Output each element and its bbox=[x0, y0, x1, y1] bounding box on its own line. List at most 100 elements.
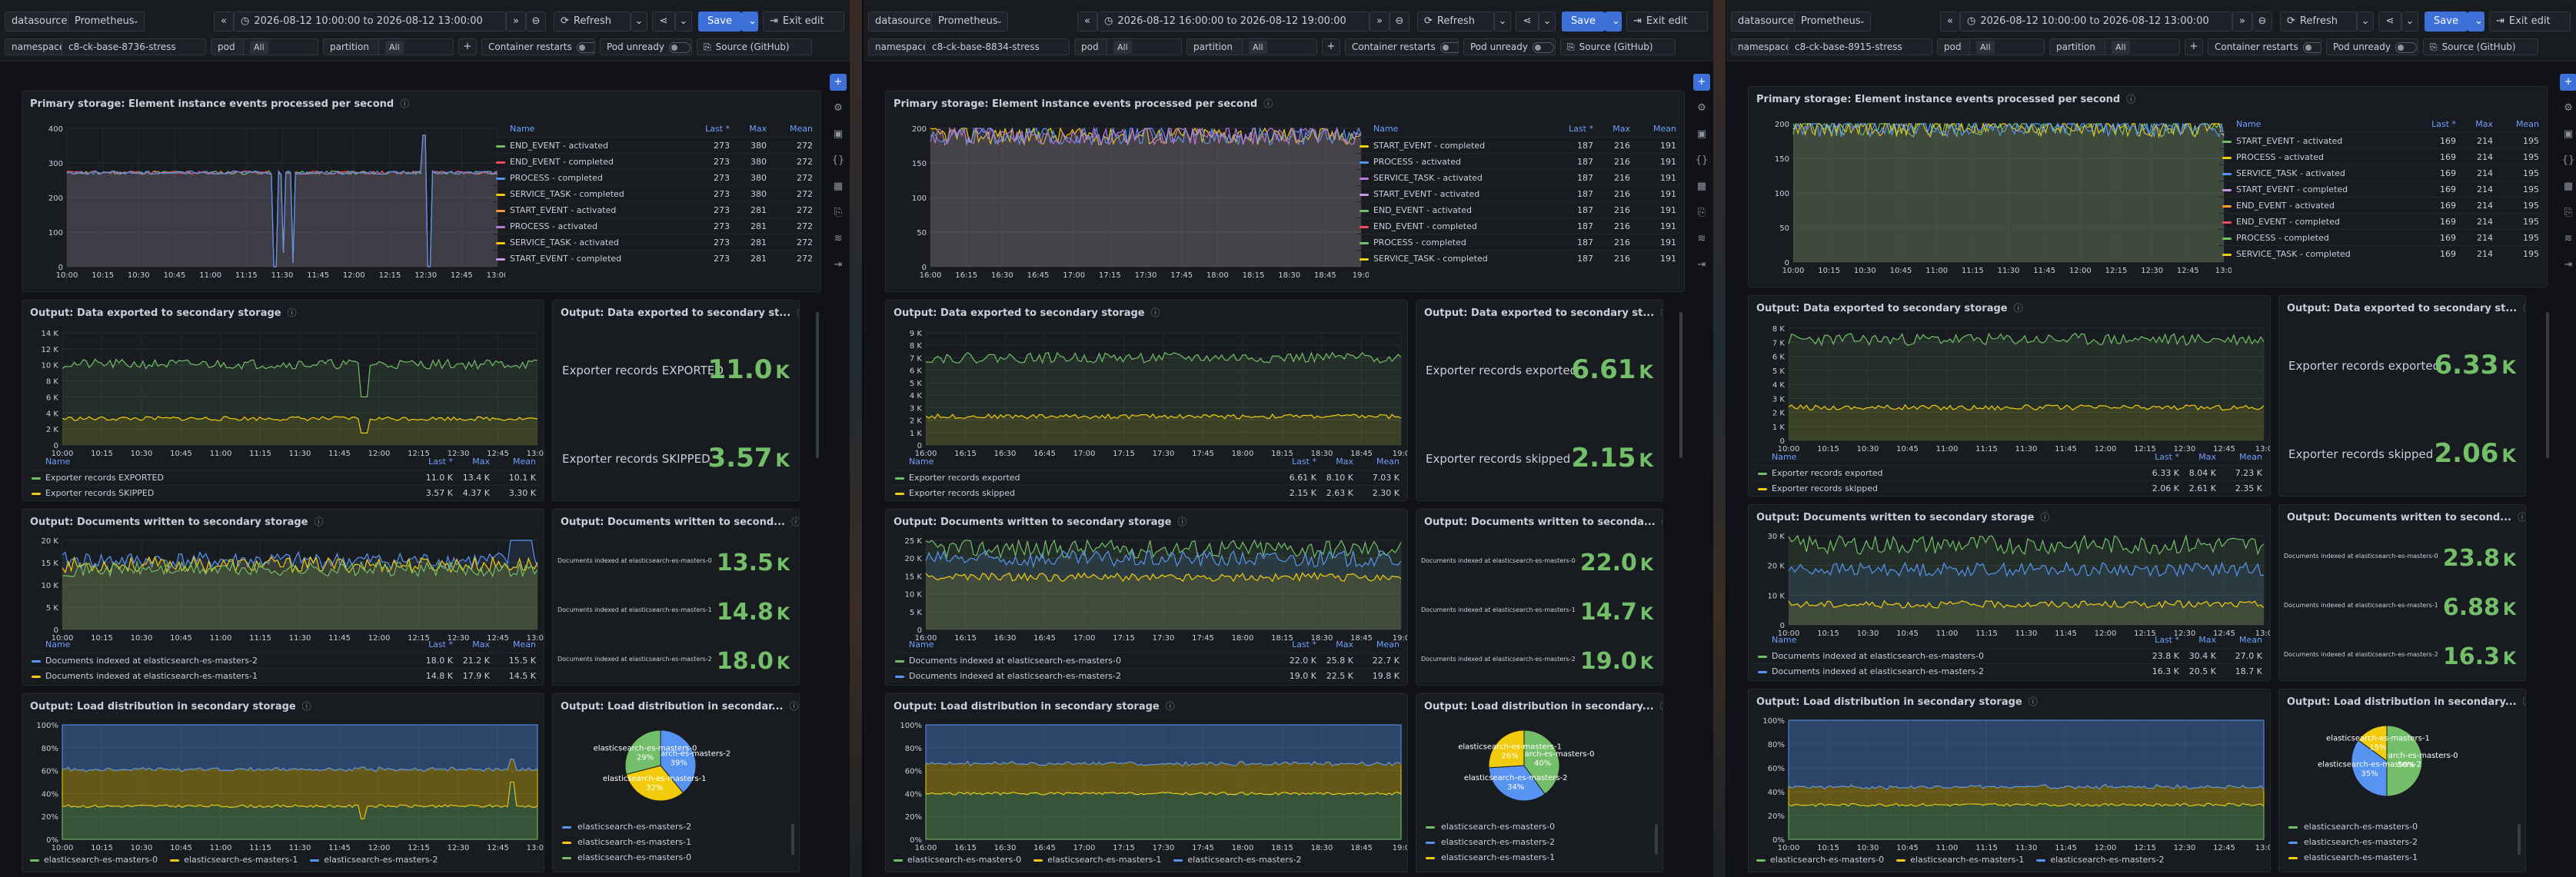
legend-col-mean[interactable]: Mean bbox=[2516, 119, 2539, 129]
timeseries-plot[interactable]: 25 K 20 K 15 K 10 K 5 K 016:00 16:15 16:30 16:45… bbox=[895, 537, 1408, 646]
timeseries-plot[interactable]: 8 K 7 K 6 K 5 K 4 K 3 K 2 K 1 K 010:00 10:15 10:30… bbox=[1758, 325, 2271, 457]
legend-col-max[interactable]: Max bbox=[1336, 639, 1353, 649]
panel-title[interactable]: Output: Load distribution in secondary s… bbox=[1756, 695, 2038, 708]
timeseries-plot[interactable]: 9 K 8 K 7 K 6 K 5 K 4 K 3 K 2 K 1 K 016:00 16:15 16… bbox=[895, 330, 1408, 462]
library-icon[interactable]: ▦ bbox=[833, 181, 844, 192]
legend-row[interactable]: END_EVENT - activated 187 216 191 bbox=[1356, 201, 1679, 218]
legend-row[interactable]: END_EVENT - completed 187 216 191 bbox=[1356, 218, 1679, 234]
pod-all-chip[interactable]: All bbox=[1976, 41, 1995, 54]
legend-item[interactable]: elasticsearch-es-masters-2 bbox=[1426, 835, 1555, 850]
pie-panel-scrollbar[interactable] bbox=[791, 824, 794, 855]
panel-title[interactable]: Output: Load distribution in secondary s… bbox=[30, 699, 311, 713]
legend-row[interactable]: START_EVENT - activated 169 214 195 bbox=[2219, 132, 2542, 148]
pie-chart[interactable]: elasticsearch-es-masters-050%elasticsear… bbox=[2310, 719, 2464, 803]
share-dropdown[interactable]: ⌄ bbox=[675, 12, 692, 32]
legend-item[interactable]: elasticsearch-es-masters-2 bbox=[2036, 855, 2165, 865]
panel-title[interactable]: Output: Data exported to secondary st...… bbox=[561, 306, 799, 319]
add-panel-icon[interactable]: + bbox=[830, 74, 847, 91]
legend-col-last[interactable]: Last * bbox=[428, 457, 453, 467]
legend-row[interactable]: START_EVENT - completed 169 214 195 bbox=[2219, 181, 2542, 197]
panel-element-events[interactable]: Primary storage: Element instance events… bbox=[22, 91, 821, 292]
info-icon[interactable]: ⓘ bbox=[2126, 94, 2136, 105]
partition-all-chip[interactable]: All bbox=[2112, 41, 2130, 54]
info-icon[interactable]: ⓘ bbox=[2523, 303, 2525, 314]
panel-data-exported-stat[interactable]: Output: Data exported to secondary st...… bbox=[1416, 300, 1663, 501]
timeseries-plot[interactable]: 200 150 100 50 016:00 16:15 16:30 16:45 17:00 17:… bbox=[900, 125, 1369, 284]
exit-edit-button[interactable]: ⇥ Exit edit bbox=[763, 12, 844, 32]
zoom-out-button[interactable]: ⊖ bbox=[1390, 12, 1409, 32]
legend-col-last[interactable]: Last * bbox=[2155, 635, 2179, 645]
pie-chart[interactable]: elasticsearch-es-masters-040% elasticsear… bbox=[1447, 723, 1601, 808]
legend-row[interactable]: PROCESS - completed 187 216 191 bbox=[1356, 234, 1679, 250]
refresh-interval-dropdown[interactable]: ⌄ bbox=[2357, 12, 2374, 32]
pod-unready-toggle[interactable]: Pod unready bbox=[1463, 38, 1556, 55]
scrollbar[interactable] bbox=[2544, 74, 2551, 873]
legend-row[interactable]: Documents indexed at elasticsearch-es-ma… bbox=[892, 668, 1403, 683]
copy-icon[interactable]: ⎘ bbox=[1697, 207, 1706, 218]
save-dropdown[interactable]: ⌄ bbox=[2468, 12, 2484, 32]
legend-col-mean[interactable]: Mean bbox=[513, 639, 536, 649]
info-icon[interactable]: ⓘ bbox=[1150, 307, 1160, 318]
refresh-button[interactable]: ⟳ Refresh bbox=[2280, 12, 2357, 32]
scrollbar-thumb[interactable] bbox=[816, 312, 819, 458]
time-forward-button[interactable]: » bbox=[1370, 12, 1390, 32]
info-icon[interactable]: ⓘ bbox=[2523, 696, 2525, 707]
refresh-interval-dropdown[interactable]: ⌄ bbox=[1494, 12, 1511, 32]
namespace-select[interactable]: c8-ck-base-8915-stress bbox=[1788, 38, 1932, 55]
legend-item[interactable]: elasticsearch-es-masters-2 bbox=[2288, 835, 2418, 850]
legend-col-max[interactable]: Max bbox=[472, 457, 490, 467]
container-restarts-toggle[interactable]: Container restarts bbox=[1345, 38, 1459, 55]
legend-row[interactable]: SERVICE_TASK - completed 187 216 191 bbox=[1356, 250, 1679, 266]
panel-element-events[interactable]: Primary storage: Element instance events… bbox=[1748, 86, 2548, 287]
legend-item[interactable]: elasticsearch-es-masters-0 bbox=[30, 855, 158, 865]
namespace-select[interactable]: c8-ck-base-8736-stress bbox=[62, 38, 206, 55]
legend-row[interactable]: Documents indexed at elasticsearch-es-ma… bbox=[1755, 663, 2265, 679]
legend-item[interactable]: elasticsearch-es-masters-2 bbox=[310, 855, 438, 865]
legend-row[interactable]: Documents indexed at elasticsearch-es-ma… bbox=[28, 653, 539, 668]
legend-row[interactable]: SERVICE_TASK - completed 169 214 195 bbox=[2219, 245, 2542, 261]
legend-col-last[interactable]: Last * bbox=[1292, 457, 1316, 467]
partition-all-chip[interactable]: All bbox=[1249, 41, 1267, 54]
legend-row[interactable]: SERVICE_TASK - activated 273 281 272 bbox=[493, 234, 816, 250]
panel-element-events[interactable]: Primary storage: Element instance events… bbox=[885, 91, 1685, 292]
panel-title[interactable]: Output: Documents written to seconda... ⓘ bbox=[1424, 515, 1663, 528]
panel-title[interactable]: Output: Data exported to secondary stora… bbox=[894, 306, 1160, 319]
info-icon[interactable]: ⓘ bbox=[1263, 98, 1273, 109]
add-variable-button[interactable]: + bbox=[1322, 38, 1340, 55]
info-icon[interactable]: ⓘ bbox=[1177, 517, 1187, 527]
pie-slice[interactable] bbox=[1523, 729, 1560, 795]
partition-select[interactable]: All bbox=[378, 38, 454, 55]
zoom-out-button[interactable]: ⊖ bbox=[526, 12, 546, 32]
legend-col-name[interactable]: Name bbox=[45, 457, 71, 467]
container-restarts-toggle[interactable]: Container restarts bbox=[481, 38, 595, 55]
timeseries-plot[interactable]: 200 150 100 50 010:00 10:15 10:30 10:45 11:00 11:… bbox=[1762, 121, 2232, 279]
legend-item[interactable]: elasticsearch-es-masters-1 bbox=[170, 855, 298, 865]
legend-row[interactable]: END_EVENT - activated 169 214 195 bbox=[2219, 197, 2542, 213]
panel-load-distribution-pie[interactable]: Output: Load distribution in secondary..… bbox=[1416, 693, 1663, 872]
legend-row[interactable]: SERVICE_TASK - activated 187 216 191 bbox=[1356, 169, 1679, 185]
json-icon[interactable]: {} bbox=[831, 154, 845, 166]
partition-select[interactable]: All bbox=[2105, 38, 2180, 55]
info-icon[interactable]: ⓘ bbox=[1662, 517, 1663, 527]
panel-documents-written-stat[interactable]: Output: Documents written to second... ⓘ D… bbox=[552, 509, 800, 686]
partition-all-chip[interactable]: All bbox=[385, 41, 404, 54]
legend-col-last[interactable]: Last * bbox=[2155, 452, 2179, 462]
pod-select[interactable]: All bbox=[1969, 38, 2045, 55]
outline-icon[interactable]: ≋ bbox=[2564, 233, 2573, 244]
panel-documents-written-stat[interactable]: Output: Documents written to seconda... ⓘ… bbox=[1416, 509, 1663, 686]
info-icon[interactable]: ⓘ bbox=[301, 701, 311, 712]
legend-row[interactable]: END_EVENT - completed 273 380 272 bbox=[493, 153, 816, 169]
panel-data-exported-stat[interactable]: Output: Data exported to secondary st...… bbox=[2278, 295, 2526, 497]
legend-row[interactable]: PROCESS - completed 273 380 272 bbox=[493, 169, 816, 185]
toggle-switch[interactable] bbox=[2302, 42, 2321, 53]
timeseries-plot[interactable]: 400 300 200 100 010:00 10:15 10:30 10:45 11:00 11… bbox=[36, 125, 505, 284]
legend-item[interactable]: elasticsearch-es-masters-1 bbox=[2288, 850, 2418, 865]
panel-title[interactable]: Output: Load distribution in secondary..… bbox=[1424, 699, 1662, 713]
panel-title[interactable]: Output: Load distribution in secondary s… bbox=[894, 699, 1175, 713]
info-icon[interactable]: ⓘ bbox=[1660, 701, 1662, 712]
save-button[interactable]: Save bbox=[1562, 12, 1605, 32]
panel-documents-written[interactable]: Output: Documents written to secondary s… bbox=[1748, 504, 2271, 681]
library-icon[interactable]: ▦ bbox=[1696, 181, 1707, 192]
panel-title[interactable]: Output: Documents written to second... ⓘ bbox=[2287, 510, 2525, 523]
panel-load-distribution[interactable]: Output: Load distribution in secondary s… bbox=[885, 693, 1408, 872]
